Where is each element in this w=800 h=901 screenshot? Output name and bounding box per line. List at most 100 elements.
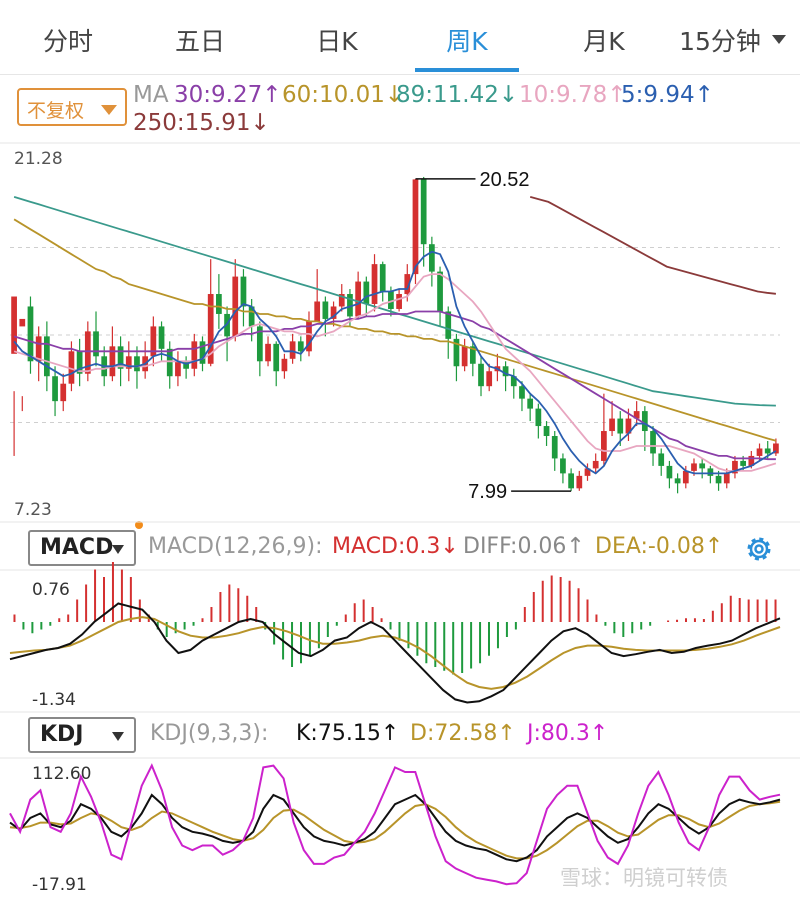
- chevron-down-icon[interactable]: [772, 35, 786, 44]
- ma5-line: [13, 250, 777, 475]
- candle-body: [396, 294, 402, 309]
- candle-body: [289, 341, 296, 359]
- candle-body: [592, 460, 599, 469]
- candle-body: [117, 346, 124, 369]
- candle-body: [740, 460, 747, 466]
- candle-body: [60, 383, 67, 402]
- ma89-line: [13, 196, 776, 407]
- d-value: D:72.58↑: [410, 721, 516, 746]
- candle-body: [363, 281, 370, 304]
- candle-body: [641, 411, 648, 432]
- candle-body: [35, 336, 42, 362]
- candle-body: [486, 371, 493, 387]
- candle-body: [510, 376, 517, 387]
- tab-intraday[interactable]: 分时: [42, 27, 93, 56]
- candle-body: [355, 281, 362, 317]
- ma-legend: 不复权 MA 30:9.27↑ 60:10.01↓ 89:11.42↓ 10:9…: [0, 78, 800, 138]
- candle-body: [314, 301, 321, 322]
- watermark: 雪球：明镜可转债: [560, 866, 728, 890]
- kdj-axis-min: -17.91: [32, 875, 87, 895]
- candle-body: [404, 274, 411, 295]
- candle-body: [150, 326, 157, 357]
- candle-body: [428, 244, 435, 272]
- candle-body: [699, 463, 706, 469]
- current-position-dot: [135, 521, 143, 529]
- candle-body: [306, 321, 312, 352]
- tab-five-day[interactable]: 五日: [174, 27, 225, 56]
- diff-line: [9, 602, 781, 704]
- candle-body: [723, 473, 730, 484]
- chevron-down-icon: [112, 545, 124, 554]
- macd-axis-min: -1.34: [32, 690, 76, 710]
- kdj-params: KDJ(9,3,3):: [150, 721, 269, 746]
- candle-body: [543, 426, 550, 437]
- candle-body: [576, 475, 583, 489]
- price-axis-max: 21.28: [14, 149, 63, 169]
- candle-body: [109, 346, 116, 377]
- candle-body: [666, 465, 673, 479]
- dea-line: [9, 616, 781, 690]
- candle-body: [388, 291, 394, 309]
- kdj-legend: KDJ KDJ(9,3,3): K:75.15↑ D:72.58↑ J:80.3…: [0, 717, 800, 757]
- ma10-line: [13, 273, 777, 472]
- candle-body: [502, 366, 509, 377]
- candle-body: [27, 306, 34, 362]
- candle-body: [297, 341, 304, 352]
- diff-value: DIFF:0.06↑: [463, 534, 585, 559]
- ma250-line: [529, 196, 776, 295]
- candle-body: [273, 343, 280, 372]
- candle-body: [68, 351, 75, 384]
- candle-body: [322, 301, 329, 319]
- low-price-label: 7.99: [468, 481, 507, 503]
- tab-15-minute[interactable]: 15分钟: [679, 27, 761, 56]
- candle-body: [52, 376, 58, 402]
- candle-body: [551, 436, 558, 459]
- macd-value: MACD:0.3↓: [332, 534, 459, 559]
- candle-body: [216, 294, 222, 314]
- candle-body: [191, 341, 198, 369]
- candle-body: [601, 431, 607, 461]
- settings-gear-icon[interactable]: [742, 532, 776, 566]
- adjustment-label: 不复权: [27, 100, 85, 122]
- candle-body: [568, 473, 574, 489]
- dea-value: DEA:-0.08↑: [595, 534, 724, 559]
- tab-weekly-k[interactable]: 周K: [446, 27, 488, 56]
- j-value: J:80.3↑: [527, 721, 609, 746]
- candle-body: [84, 331, 91, 374]
- candle-body: [379, 264, 386, 292]
- tab-daily-k[interactable]: 日K: [316, 27, 358, 56]
- candle-body: [248, 306, 255, 327]
- candle-body: [125, 356, 132, 369]
- candle-body: [519, 386, 525, 399]
- k-value: K:75.15↑: [296, 721, 400, 746]
- ma5-value: 5:9.94↑: [621, 82, 714, 108]
- ma250-value: 250:15.91↓: [133, 110, 270, 136]
- candle-body: [732, 460, 738, 474]
- candle-body: [617, 418, 624, 434]
- chevron-down-icon: [112, 732, 124, 741]
- candle-body: [609, 418, 615, 432]
- candle-body: [175, 361, 181, 377]
- adjustment-select[interactable]: 不复权: [17, 88, 127, 126]
- candle-body: [535, 408, 542, 427]
- ma10-value: 10:9.78↑: [519, 82, 627, 108]
- candle-body: [371, 264, 378, 304]
- tab-monthly-k[interactable]: 月K: [583, 27, 625, 56]
- kdj-select[interactable]: KDJ: [28, 717, 136, 753]
- candle-body: [707, 468, 714, 476]
- candle-body: [773, 443, 779, 454]
- macd-select[interactable]: MACD: [28, 530, 136, 566]
- candle-body: [756, 448, 763, 456]
- candle-body: [748, 455, 755, 466]
- candle-body: [560, 458, 566, 474]
- candle-body: [207, 294, 214, 364]
- candle-body: [93, 331, 99, 357]
- candle-body: [691, 463, 697, 471]
- kdj-axis-max: 112.60: [32, 764, 92, 784]
- macd-legend: MACD MACD(12,26,9): MACD:0.3↓ DIFF:0.06↑…: [0, 530, 800, 570]
- candle-body: [199, 341, 206, 364]
- ma60-value: 60:10.01↓: [282, 82, 405, 108]
- candle-body: [715, 475, 722, 484]
- candle-body: [527, 398, 534, 409]
- candle-body: [158, 326, 165, 349]
